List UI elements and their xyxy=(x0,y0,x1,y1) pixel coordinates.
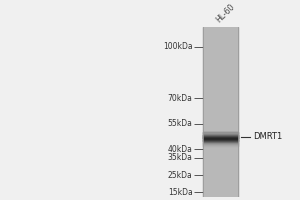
Bar xyxy=(225,27,226,197)
Bar xyxy=(216,27,217,197)
Bar xyxy=(234,27,235,197)
Bar xyxy=(203,132,238,133)
Text: 40kDa: 40kDa xyxy=(168,145,193,154)
Bar xyxy=(203,135,238,136)
Text: 35kDa: 35kDa xyxy=(168,153,193,162)
Bar xyxy=(203,145,238,146)
Bar xyxy=(203,142,238,143)
Bar xyxy=(203,138,238,139)
Bar xyxy=(237,27,238,197)
Bar xyxy=(230,27,231,197)
Bar xyxy=(3,27,203,197)
Bar xyxy=(210,27,211,197)
Bar xyxy=(238,27,297,197)
Bar xyxy=(203,135,238,136)
Bar xyxy=(235,27,236,197)
Bar xyxy=(232,27,234,197)
Bar xyxy=(203,137,238,138)
Bar xyxy=(203,140,238,141)
Bar xyxy=(222,27,223,197)
Bar xyxy=(217,27,218,197)
Bar xyxy=(203,134,238,135)
Bar xyxy=(224,27,225,197)
Bar xyxy=(229,27,230,197)
Text: 70kDa: 70kDa xyxy=(168,94,193,103)
Bar xyxy=(203,143,238,144)
Bar xyxy=(212,27,214,197)
Bar xyxy=(211,27,212,197)
Bar xyxy=(204,27,206,197)
Bar xyxy=(236,27,237,197)
Text: HL-60: HL-60 xyxy=(214,3,236,25)
Bar xyxy=(220,27,221,197)
Bar xyxy=(223,27,224,197)
Bar xyxy=(203,137,238,138)
Bar xyxy=(206,27,208,197)
Text: 25kDa: 25kDa xyxy=(168,171,193,180)
Text: 100kDa: 100kDa xyxy=(163,42,193,51)
Bar xyxy=(214,27,215,197)
Bar xyxy=(203,143,238,144)
Bar xyxy=(208,27,209,197)
Bar xyxy=(203,140,238,141)
Text: 15kDa: 15kDa xyxy=(168,188,193,197)
Bar xyxy=(226,27,228,197)
Bar xyxy=(218,27,220,197)
Bar xyxy=(228,27,229,197)
Bar xyxy=(203,132,238,133)
Bar xyxy=(221,27,222,197)
Bar xyxy=(209,27,210,197)
Text: DMRT1: DMRT1 xyxy=(253,132,282,141)
Text: 55kDa: 55kDa xyxy=(168,119,193,128)
Bar xyxy=(203,133,238,134)
Bar xyxy=(203,136,238,137)
Bar xyxy=(203,27,204,197)
Bar xyxy=(203,144,238,145)
Bar xyxy=(203,141,238,142)
Bar xyxy=(231,27,232,197)
Bar xyxy=(203,27,238,197)
Bar xyxy=(215,27,216,197)
Bar xyxy=(203,145,238,146)
Bar xyxy=(203,139,238,140)
